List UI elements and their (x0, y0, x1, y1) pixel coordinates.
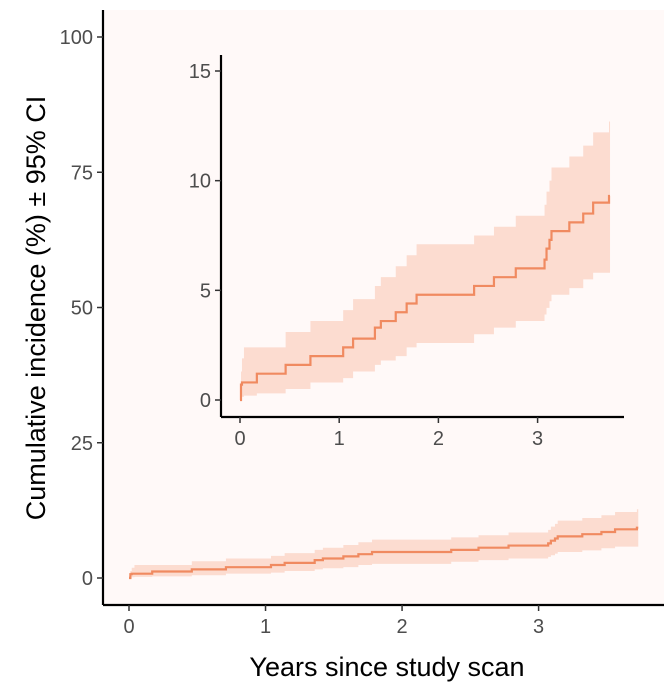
inset-x-tick-label: 3 (532, 428, 543, 450)
main-y-tick-label: 25 (71, 433, 93, 455)
main-y-tick-label: 50 (71, 298, 93, 320)
inset-y-tick-label: 0 (200, 390, 211, 412)
inset-ci-band-area (240, 121, 611, 400)
inset-y-tick-label: 15 (189, 61, 211, 83)
main-ci-band-area (129, 509, 639, 578)
inset-ci-band (240, 121, 611, 400)
main-x-tick-label: 0 (123, 616, 134, 638)
main-y-tick-label: 75 (71, 162, 93, 184)
inset-y-tick-label: 5 (200, 280, 211, 302)
inset-incidence-step-line (239, 194, 611, 402)
main-series-line (129, 526, 639, 580)
inset-axes: 0 5 10 15 0 1 2 3 (189, 55, 624, 450)
inset-series-line (239, 194, 611, 402)
main-y-tick-label: 100 (60, 27, 93, 49)
y-axis-title: Cumulative incidence (%) ± 95% CI (21, 96, 51, 521)
main-x-tick-label: 1 (260, 616, 271, 638)
inset-x-tick-label: 0 (234, 428, 245, 450)
x-axis-title: Years since study scan (249, 652, 524, 682)
main-x-tick-label: 3 (533, 616, 544, 638)
main-y-tick-label: 0 (82, 568, 93, 590)
main-incidence-step-line (129, 526, 639, 580)
inset-x-tick-label: 2 (433, 428, 444, 450)
inset-x-tick-label: 1 (334, 428, 345, 450)
inset-plot: 0 5 10 15 0 1 2 3 (189, 55, 624, 450)
main-x-tick-label: 2 (397, 616, 408, 638)
main-ci-band (129, 509, 639, 578)
inset-y-tick-label: 10 (189, 171, 211, 193)
